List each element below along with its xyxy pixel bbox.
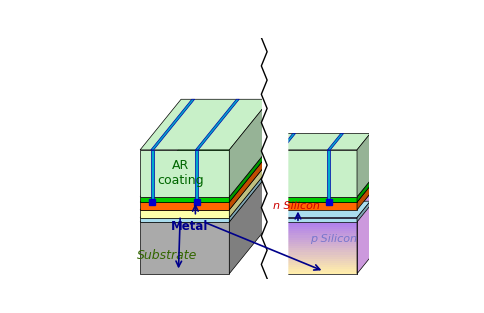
Polygon shape — [356, 193, 369, 274]
Polygon shape — [140, 171, 270, 222]
Polygon shape — [272, 235, 356, 238]
Polygon shape — [272, 238, 356, 240]
Polygon shape — [272, 246, 356, 248]
Polygon shape — [272, 242, 356, 244]
Polygon shape — [272, 197, 356, 202]
Polygon shape — [272, 248, 356, 250]
Polygon shape — [272, 181, 369, 197]
Polygon shape — [272, 261, 356, 263]
Polygon shape — [272, 218, 356, 222]
Polygon shape — [356, 181, 369, 202]
Polygon shape — [272, 244, 356, 246]
Polygon shape — [272, 254, 356, 257]
Polygon shape — [272, 201, 369, 218]
Polygon shape — [272, 223, 356, 225]
Polygon shape — [272, 263, 356, 265]
Text: Metal: Metal — [170, 220, 208, 233]
Polygon shape — [279, 150, 282, 202]
Polygon shape — [140, 151, 270, 202]
Polygon shape — [272, 253, 356, 254]
Polygon shape — [229, 167, 270, 222]
Polygon shape — [140, 167, 270, 218]
Polygon shape — [272, 216, 356, 218]
Polygon shape — [140, 218, 229, 222]
Polygon shape — [272, 210, 356, 212]
Polygon shape — [272, 233, 356, 235]
Polygon shape — [140, 197, 229, 202]
Polygon shape — [272, 150, 356, 197]
Polygon shape — [272, 257, 356, 259]
Polygon shape — [140, 159, 270, 210]
Polygon shape — [272, 225, 356, 227]
Polygon shape — [272, 240, 356, 242]
Polygon shape — [272, 269, 356, 272]
Polygon shape — [195, 99, 239, 150]
Polygon shape — [272, 229, 356, 231]
Text: n Silicon: n Silicon — [272, 201, 319, 211]
Polygon shape — [272, 231, 356, 233]
Polygon shape — [272, 227, 356, 229]
Polygon shape — [229, 151, 270, 210]
Text: AR
coating: AR coating — [157, 159, 203, 187]
Polygon shape — [272, 202, 356, 210]
Polygon shape — [261, 38, 287, 279]
Polygon shape — [195, 150, 198, 202]
Polygon shape — [151, 150, 153, 202]
Polygon shape — [229, 171, 270, 274]
Polygon shape — [356, 186, 369, 210]
Text: Substrate: Substrate — [136, 249, 197, 262]
Polygon shape — [272, 212, 356, 214]
Polygon shape — [272, 221, 356, 223]
Polygon shape — [140, 222, 229, 274]
Polygon shape — [272, 272, 356, 274]
Polygon shape — [356, 201, 369, 222]
Polygon shape — [229, 146, 270, 202]
Polygon shape — [327, 150, 330, 202]
Polygon shape — [261, 38, 272, 279]
Polygon shape — [140, 202, 229, 210]
Text: p Silicon: p Silicon — [309, 233, 356, 244]
Polygon shape — [272, 250, 356, 253]
Polygon shape — [140, 99, 270, 150]
Polygon shape — [272, 133, 369, 150]
Polygon shape — [272, 265, 356, 267]
Polygon shape — [272, 267, 356, 269]
Polygon shape — [140, 146, 270, 197]
Polygon shape — [272, 218, 356, 221]
Polygon shape — [272, 259, 356, 261]
Polygon shape — [272, 214, 356, 216]
Polygon shape — [279, 133, 295, 150]
Polygon shape — [272, 186, 369, 202]
Polygon shape — [327, 133, 343, 150]
Polygon shape — [140, 150, 229, 197]
Polygon shape — [229, 99, 270, 197]
Polygon shape — [151, 99, 194, 150]
Polygon shape — [356, 133, 369, 197]
Polygon shape — [140, 210, 229, 218]
Polygon shape — [229, 159, 270, 218]
